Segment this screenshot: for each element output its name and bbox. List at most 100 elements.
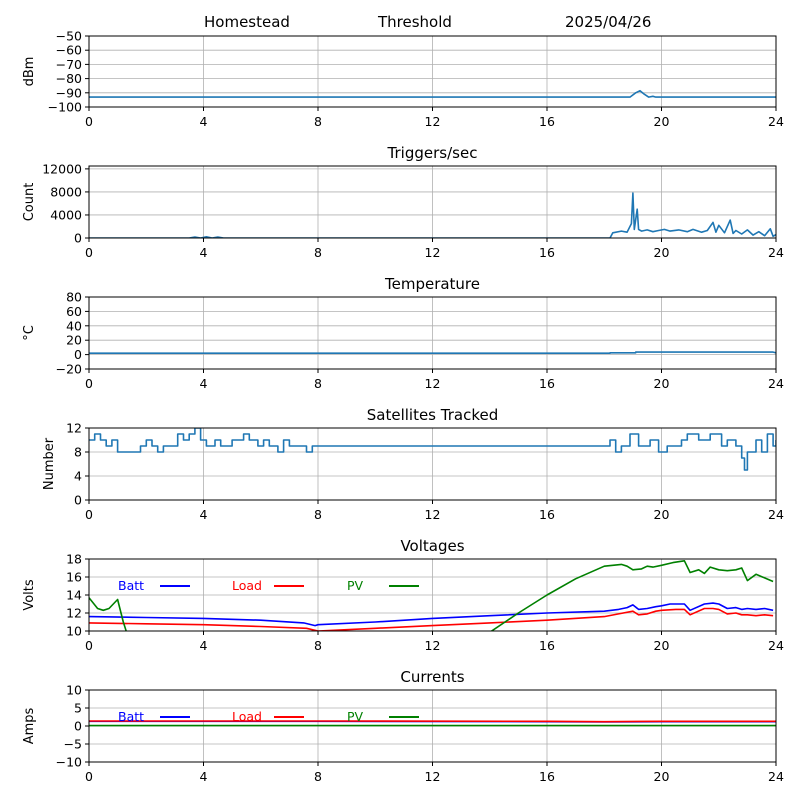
plot-frame bbox=[88, 35, 777, 108]
x-tick-label: 8 bbox=[314, 245, 322, 260]
x-tick-label: 20 bbox=[654, 769, 670, 784]
station-name: Homestead bbox=[204, 13, 290, 31]
plot-frame bbox=[88, 165, 777, 239]
y-tick-label: 60 bbox=[66, 304, 82, 319]
legend-label: PV bbox=[347, 709, 364, 724]
y-tick-label: 4000 bbox=[50, 207, 82, 222]
x-tick-label: 24 bbox=[768, 245, 784, 260]
y-tick-label: 40 bbox=[66, 318, 82, 333]
x-tick-label: 12 bbox=[425, 638, 441, 653]
x-tick-label: 20 bbox=[654, 376, 670, 391]
series-group bbox=[89, 428, 776, 471]
series-group bbox=[89, 192, 776, 238]
y-tick-label: 10 bbox=[66, 683, 82, 698]
x-tick-label: 8 bbox=[314, 507, 322, 522]
y-tick-label: 12 bbox=[66, 421, 82, 436]
series-line-load bbox=[89, 720, 776, 723]
series-line-load bbox=[89, 607, 774, 631]
x-tick-label: 20 bbox=[654, 114, 670, 129]
x-tick-label: 24 bbox=[768, 114, 784, 129]
plot-frame bbox=[88, 296, 777, 370]
x-tick-label: 8 bbox=[314, 769, 322, 784]
y-tick-label: 8000 bbox=[50, 184, 82, 199]
x-tick-label: 16 bbox=[539, 638, 555, 653]
date-label: 2025/04/26 bbox=[565, 13, 651, 31]
panel-title: Temperature bbox=[384, 275, 480, 293]
legend-label: Batt bbox=[118, 709, 144, 724]
series-group bbox=[89, 351, 776, 355]
series-line-pv bbox=[89, 559, 774, 631]
x-tick-label: 12 bbox=[425, 114, 441, 129]
x-tick-label: 0 bbox=[85, 114, 93, 129]
y-tick-label: 12 bbox=[66, 606, 82, 621]
y-tick-label: −50 bbox=[56, 29, 82, 44]
y-axis-label: °C bbox=[22, 325, 37, 341]
x-tick-label: 4 bbox=[200, 376, 208, 391]
y-axis-label: Amps bbox=[22, 707, 37, 744]
x-tick-label: 4 bbox=[200, 638, 208, 653]
x-tick-label: 8 bbox=[314, 376, 322, 391]
x-tick-label: 20 bbox=[654, 245, 670, 260]
y-tick-label: −5 bbox=[64, 737, 82, 752]
series-line-batt bbox=[89, 602, 774, 627]
x-tick-label: 12 bbox=[425, 376, 441, 391]
plot-frame bbox=[88, 558, 777, 632]
y-tick-label: −20 bbox=[56, 362, 82, 377]
panel-2: Triggers/sec 0 4 8 12 16 20 24 0 4000 8000 12000 Cou… bbox=[22, 144, 784, 260]
y-tick-label: 12000 bbox=[42, 161, 82, 176]
x-tick-label: 12 bbox=[425, 769, 441, 784]
y-tick-label: 5 bbox=[74, 701, 82, 716]
x-tick-label: 4 bbox=[200, 245, 208, 260]
x-tick-label: 12 bbox=[425, 507, 441, 522]
x-tick-label: 4 bbox=[200, 507, 208, 522]
x-tick-label: 12 bbox=[425, 245, 441, 260]
series-line-value bbox=[89, 89, 776, 98]
y-axis-label: Number bbox=[42, 437, 57, 490]
panel-title: Voltages bbox=[400, 537, 464, 555]
x-tick-label: 16 bbox=[539, 376, 555, 391]
y-tick-label: −90 bbox=[56, 85, 82, 100]
x-tick-label: 24 bbox=[768, 638, 784, 653]
y-tick-label: 80 bbox=[66, 290, 82, 305]
panel-5: Voltages 0 4 8 12 16 20 24 10 12 14 16 18 Volts Batt Lo… bbox=[22, 537, 784, 653]
x-tick-label: 4 bbox=[200, 114, 208, 129]
y-tick-label: −80 bbox=[56, 71, 82, 86]
mode-label: Threshold bbox=[377, 13, 452, 31]
legend-label: Load bbox=[232, 578, 262, 593]
panel-4: Satellites Tracked 0 4 8 12 16 20 24 0 4 8 12 Number bbox=[42, 406, 784, 522]
y-tick-label: −10 bbox=[56, 755, 82, 770]
x-tick-label: 20 bbox=[654, 507, 670, 522]
x-tick-label: 24 bbox=[768, 507, 784, 522]
series-group bbox=[89, 559, 774, 631]
x-tick-label: 16 bbox=[539, 245, 555, 260]
x-tick-label: 0 bbox=[85, 376, 93, 391]
legend-label: PV bbox=[347, 578, 364, 593]
x-tick-label: 16 bbox=[539, 114, 555, 129]
x-tick-label: 24 bbox=[768, 376, 784, 391]
panel-1: 0 4 8 12 16 20 24 −50−60−70−80−90−100 dBm bbox=[22, 29, 784, 130]
y-tick-label: −60 bbox=[56, 43, 82, 58]
y-axis-label: Volts bbox=[22, 579, 37, 611]
x-tick-label: 4 bbox=[200, 769, 208, 784]
panel-6: Currents 0 4 8 12 16 20 24 10 5 0 −5 −10 Amps Batt Load… bbox=[22, 668, 784, 784]
y-tick-label: 16 bbox=[66, 570, 82, 585]
y-tick-label: 4 bbox=[74, 469, 82, 484]
x-tick-label: 16 bbox=[539, 769, 555, 784]
y-tick-label: 20 bbox=[66, 333, 82, 348]
y-tick-label: 10 bbox=[66, 624, 82, 639]
x-tick-label: 0 bbox=[85, 769, 93, 784]
x-tick-label: 8 bbox=[314, 638, 322, 653]
series-group bbox=[89, 720, 776, 727]
panel-title: Satellites Tracked bbox=[367, 406, 498, 424]
series-line-value bbox=[89, 351, 776, 355]
panel-title: Triggers/sec bbox=[387, 144, 478, 162]
y-axis-label: dBm bbox=[22, 57, 37, 87]
y-tick-label: 0 bbox=[74, 231, 82, 246]
plot-frame bbox=[88, 427, 777, 501]
plot-frame bbox=[88, 689, 777, 763]
x-tick-label: 16 bbox=[539, 507, 555, 522]
y-tick-label: 8 bbox=[74, 445, 82, 460]
